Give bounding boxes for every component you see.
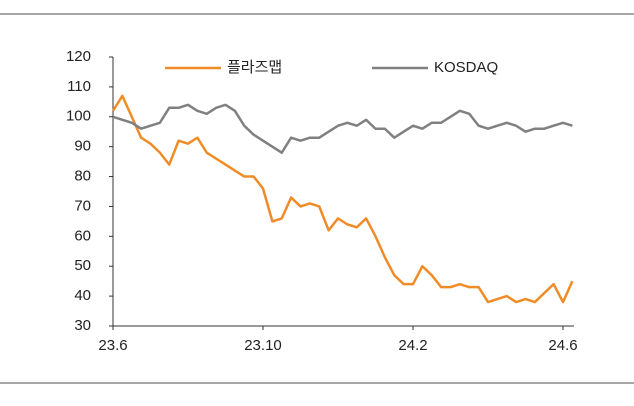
x-tick-label: 24.6 xyxy=(548,337,577,354)
y-tick-label: 60 xyxy=(74,227,91,244)
x-tick-label: 23.6 xyxy=(98,337,127,354)
x-tick-label: 24.2 xyxy=(398,337,427,354)
y-tick-label: 30 xyxy=(74,317,91,334)
legend-label: KOSDAQ xyxy=(434,59,498,76)
y-tick-label: 110 xyxy=(67,78,91,95)
series-line xyxy=(111,94,574,304)
y-tick-label: 70 xyxy=(74,197,91,214)
y-tick-label: 40 xyxy=(74,287,91,304)
y-tick-label: 90 xyxy=(74,138,91,155)
legend-label: 플라즈맵 xyxy=(227,59,282,76)
y-tick-label: 80 xyxy=(74,168,91,185)
y-tick-label: 100 xyxy=(66,108,91,125)
series-line xyxy=(112,103,573,154)
x-tick-label: 23.10 xyxy=(244,337,282,354)
y-tick-label: 50 xyxy=(74,257,91,274)
y-tick-label: 120 xyxy=(66,48,91,65)
